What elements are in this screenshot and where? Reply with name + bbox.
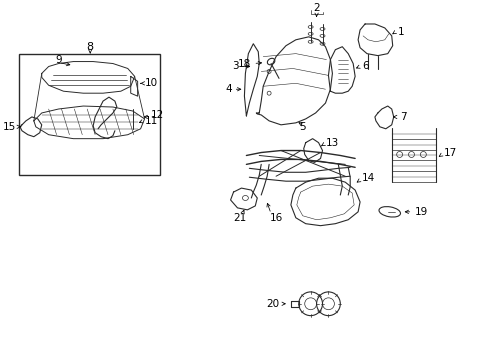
Text: 21: 21 (233, 213, 246, 223)
Text: 7: 7 (400, 112, 406, 122)
Text: 19: 19 (415, 207, 428, 217)
Text: 10: 10 (145, 78, 158, 88)
Text: 16: 16 (270, 213, 283, 223)
Text: 17: 17 (444, 148, 457, 158)
Bar (19, 54, 160, 175)
Text: 13: 13 (325, 138, 339, 148)
Text: 5: 5 (299, 122, 306, 132)
Text: 3: 3 (232, 60, 239, 71)
Text: 9: 9 (55, 55, 62, 64)
Text: 14: 14 (362, 173, 375, 183)
Text: 12: 12 (150, 110, 164, 120)
Text: 20: 20 (266, 299, 279, 309)
Text: 6: 6 (362, 60, 368, 71)
Text: 1: 1 (398, 27, 404, 37)
Text: 8: 8 (87, 42, 94, 52)
Text: 11: 11 (145, 116, 158, 126)
Text: 4: 4 (225, 84, 232, 94)
Text: 18: 18 (238, 59, 251, 68)
Text: 15: 15 (3, 122, 16, 132)
Text: 2: 2 (313, 3, 320, 13)
